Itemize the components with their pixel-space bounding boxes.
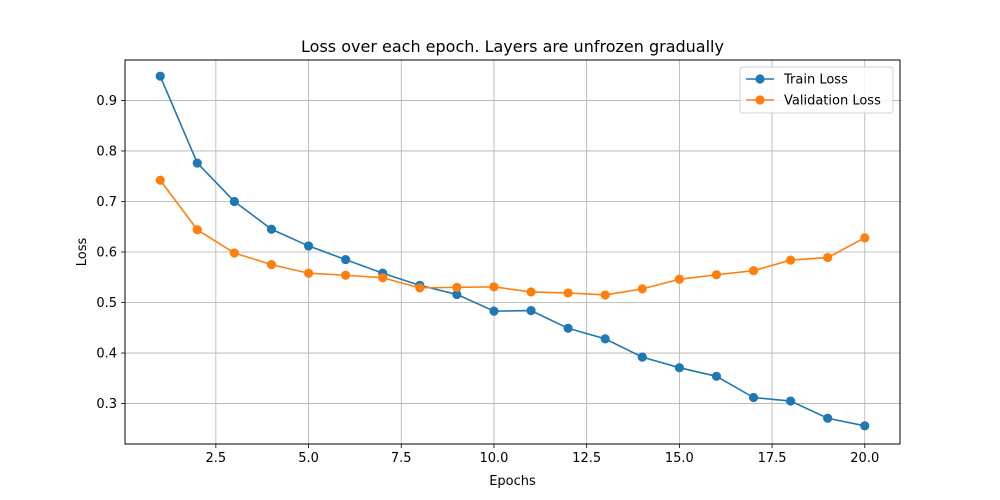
legend-marker-validation-loss — [755, 95, 765, 105]
data-point-train-loss — [860, 421, 870, 431]
y-tick-label: 0.5 — [96, 296, 117, 311]
data-point-validation-loss — [489, 282, 499, 292]
chart-title: Loss over each epoch. Layers are unfroze… — [301, 37, 724, 56]
data-point-train-loss — [637, 352, 647, 362]
x-tick-label: 12.5 — [572, 451, 601, 466]
x-tick-label: 20.0 — [850, 451, 879, 466]
x-tick-label: 15.0 — [665, 451, 694, 466]
series-line-train-loss — [159, 75, 865, 427]
x-tick-label: 17.5 — [758, 451, 787, 466]
y-tick-label: 0.3 — [96, 397, 117, 412]
data-point-train-loss — [823, 413, 833, 423]
data-point-validation-loss — [786, 255, 796, 265]
data-point-train-loss — [229, 196, 239, 207]
data-point-validation-loss — [452, 282, 462, 292]
series-line-validation-loss — [159, 179, 866, 296]
data-point-train-loss — [748, 392, 759, 403]
data-point-train-loss — [526, 306, 536, 316]
data-point-train-loss — [155, 71, 165, 81]
data-point-train-loss — [600, 334, 610, 344]
y-tick-label: 0.4 — [96, 347, 117, 362]
x-tick-label: 5.0 — [298, 451, 319, 466]
data-point-train-loss — [711, 371, 722, 381]
data-point-validation-loss — [674, 274, 684, 284]
series-validation-loss — [155, 175, 870, 300]
data-point-validation-loss — [563, 288, 573, 298]
data-point-validation-loss — [526, 287, 536, 297]
data-point-validation-loss — [303, 268, 314, 278]
data-point-train-loss — [266, 224, 277, 234]
data-point-train-loss — [786, 396, 796, 406]
axis-ticks: 2.5 5.0 7.5 10.0 12.5 15.0 17.5 20.0 0.3 0.4 0.5 0.… — [96, 94, 879, 466]
data-point-train-loss — [192, 158, 202, 168]
data-point-validation-loss — [266, 260, 277, 270]
y-tick-label: 0.8 — [96, 144, 117, 159]
data-point-validation-loss — [415, 283, 425, 293]
y-tick-label: 0.9 — [96, 94, 117, 109]
data-point-validation-loss — [341, 270, 351, 280]
series-layer — [155, 71, 870, 431]
y-axis-label: Loss — [75, 238, 90, 267]
data-point-validation-loss — [860, 233, 870, 243]
grid — [125, 60, 900, 444]
data-point-validation-loss — [637, 284, 647, 294]
data-point-validation-loss — [748, 266, 759, 276]
data-point-train-loss — [674, 363, 684, 373]
legend-label-train-loss: Train Loss — [783, 73, 848, 88]
data-point-train-loss — [563, 323, 573, 333]
data-point-train-loss — [489, 306, 499, 316]
legend-marker-train-loss — [755, 74, 765, 84]
legend-box — [739, 66, 894, 114]
data-point-validation-loss — [600, 290, 610, 300]
data-point-train-loss — [303, 241, 314, 251]
y-tick-label: 0.7 — [96, 195, 117, 210]
series-train-loss — [155, 71, 870, 431]
data-point-validation-loss — [378, 273, 388, 283]
legend-label-validation-loss: Validation Loss — [784, 94, 881, 109]
data-point-train-loss — [341, 254, 351, 265]
data-point-validation-loss — [192, 225, 202, 235]
legend: Train Loss Validation Loss — [739, 66, 894, 114]
data-point-validation-loss — [823, 252, 833, 263]
x-axis-label: Epochs — [489, 474, 536, 489]
data-point-validation-loss — [155, 175, 165, 185]
x-tick-label: 7.5 — [391, 451, 412, 466]
data-point-validation-loss — [229, 248, 239, 258]
x-tick-label: 10.0 — [479, 451, 508, 466]
y-tick-label: 0.6 — [96, 246, 117, 261]
data-point-validation-loss — [711, 270, 722, 280]
x-tick-label: 2.5 — [206, 451, 227, 466]
data-point-train-loss — [452, 289, 462, 300]
